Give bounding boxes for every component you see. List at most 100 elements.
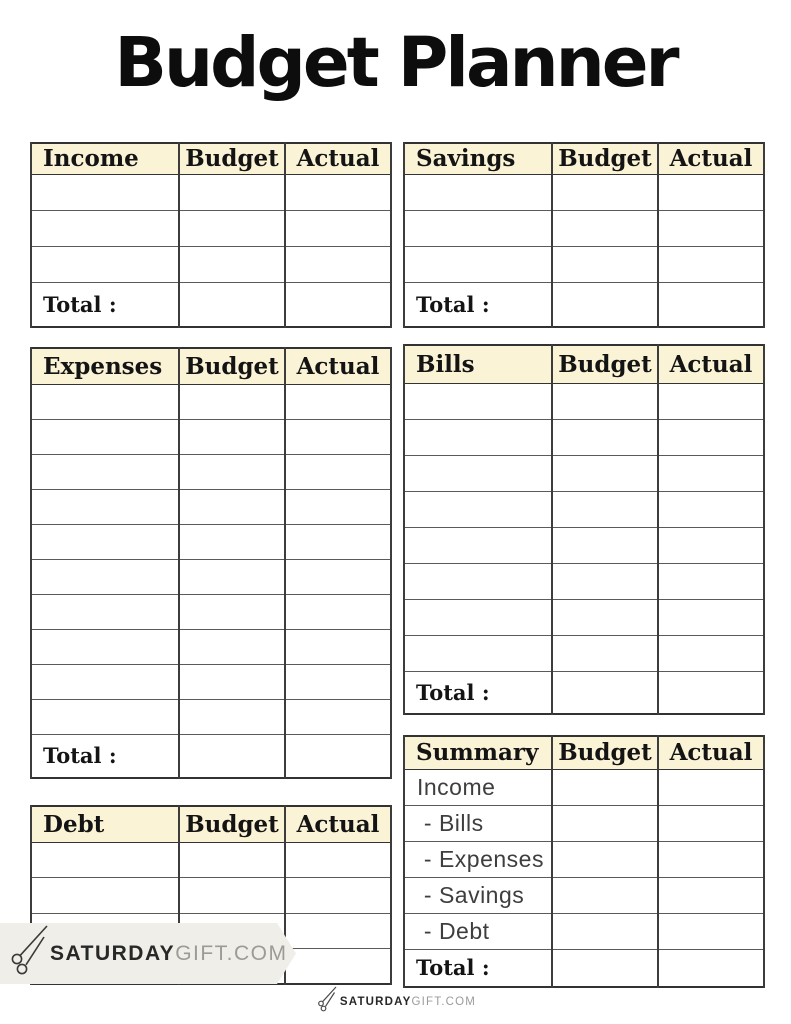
- value-cell: [551, 598, 659, 636]
- name-cell: [403, 382, 553, 420]
- income-actual-column-header: Actual: [284, 142, 392, 175]
- savings-total-row: Total :: [403, 281, 765, 328]
- income-total-label: Total :: [30, 281, 180, 328]
- income-budget-column-header: Budget: [178, 142, 286, 175]
- summary-actual-column-header: Actual: [657, 735, 765, 770]
- value-cell: [657, 209, 765, 247]
- value-cell: [551, 454, 659, 492]
- expenses-total-budget-cell: [178, 733, 286, 779]
- value-cell: [551, 876, 659, 914]
- table-row: [30, 488, 392, 525]
- bills-actual-column-header: Actual: [657, 344, 765, 384]
- value-cell: [284, 523, 392, 560]
- name-cell: [30, 383, 180, 420]
- value-cell: [551, 382, 659, 420]
- value-cell: [551, 418, 659, 456]
- footer-logo: SATURDAYGIFT.COM: [0, 986, 791, 1012]
- table-row: [30, 628, 392, 665]
- savings-table-header: Savings Budget Actual: [403, 142, 765, 175]
- value-cell: [284, 173, 392, 211]
- value-cell: [657, 768, 765, 806]
- value-cell: [178, 698, 286, 735]
- table-row: [403, 526, 765, 564]
- bills-table-body: [403, 382, 765, 672]
- value-cell: [284, 663, 392, 700]
- table-row: Income: [403, 768, 765, 806]
- value-cell: [178, 488, 286, 525]
- name-cell: [403, 526, 553, 564]
- table-row: [403, 173, 765, 211]
- summary-table: Summary Budget Actual Income - Bills - E…: [403, 735, 765, 988]
- expenses-table-title: Expenses: [30, 347, 180, 385]
- table-row: [30, 698, 392, 735]
- value-cell: [284, 453, 392, 490]
- table-row: - Expenses: [403, 840, 765, 878]
- expenses-total-row: Total :: [30, 733, 392, 779]
- bills-budget-column-header: Budget: [551, 344, 659, 384]
- value-cell: [657, 562, 765, 600]
- value-cell: [551, 804, 659, 842]
- table-row: [403, 490, 765, 528]
- income-table-body: [30, 173, 392, 283]
- value-cell: [551, 634, 659, 672]
- name-cell: [30, 173, 180, 211]
- value-cell: [178, 593, 286, 630]
- brand-light-text: GIFT.COM: [175, 941, 288, 965]
- income-total-row: Total :: [30, 281, 392, 328]
- table-row: [403, 562, 765, 600]
- value-cell: [657, 418, 765, 456]
- value-cell: [657, 526, 765, 564]
- table-row: [403, 634, 765, 672]
- table-row: [30, 209, 392, 247]
- name-cell: [403, 454, 553, 492]
- value-cell: [178, 628, 286, 665]
- value-cell: [657, 634, 765, 672]
- income-table-title: Income: [30, 142, 180, 175]
- value-cell: [178, 877, 286, 914]
- scissors-icon: [318, 986, 337, 1012]
- value-cell: [284, 877, 392, 914]
- name-cell: [30, 209, 180, 247]
- debt-budget-column-header: Budget: [178, 805, 286, 843]
- name-cell: [30, 628, 180, 665]
- brand-light-text: GIFT.COM: [411, 996, 477, 1008]
- savings-table-title: Savings: [403, 142, 553, 175]
- name-cell: [30, 488, 180, 525]
- summary-total-label: Total :: [403, 948, 553, 988]
- value-cell: [178, 209, 286, 247]
- value-cell: [657, 454, 765, 492]
- debt-actual-column-header: Actual: [284, 805, 392, 843]
- table-row: [30, 663, 392, 700]
- summary-total-budget-cell: [551, 948, 659, 988]
- value-cell: [284, 418, 392, 455]
- expenses-budget-column-header: Budget: [178, 347, 286, 385]
- savings-table: Savings Budget Actual Total :: [403, 142, 765, 328]
- savings-budget-column-header: Budget: [551, 142, 659, 175]
- savings-total-budget-cell: [551, 281, 659, 328]
- saturdaygift-ribbon: SATURDAYGIFT.COM: [0, 923, 296, 984]
- name-cell: [403, 490, 553, 528]
- value-cell: [657, 598, 765, 636]
- expenses-table-body: [30, 383, 392, 735]
- value-cell: [657, 912, 765, 950]
- savings-total-label: Total :: [403, 281, 553, 328]
- expenses-table: Expenses Budget Actual Total :: [30, 347, 392, 779]
- bills-total-actual-cell: [657, 670, 765, 715]
- bills-total-label: Total :: [403, 670, 553, 715]
- table-row: [30, 453, 392, 490]
- value-cell: [178, 523, 286, 560]
- name-cell: [403, 173, 553, 211]
- summary-total-row: Total :: [403, 948, 765, 988]
- value-cell: [657, 490, 765, 528]
- brand-bold-text: SATURDAY: [50, 941, 176, 965]
- value-cell: [284, 488, 392, 525]
- savings-total-actual-cell: [657, 281, 765, 328]
- expenses-actual-column-header: Actual: [284, 347, 392, 385]
- name-cell: [30, 453, 180, 490]
- table-row: [30, 383, 392, 420]
- table-row: [30, 173, 392, 211]
- summary-table-title: Summary: [403, 735, 553, 770]
- value-cell: [178, 453, 286, 490]
- bills-table: Bills Budget Actual Total :: [403, 344, 765, 715]
- value-cell: [551, 526, 659, 564]
